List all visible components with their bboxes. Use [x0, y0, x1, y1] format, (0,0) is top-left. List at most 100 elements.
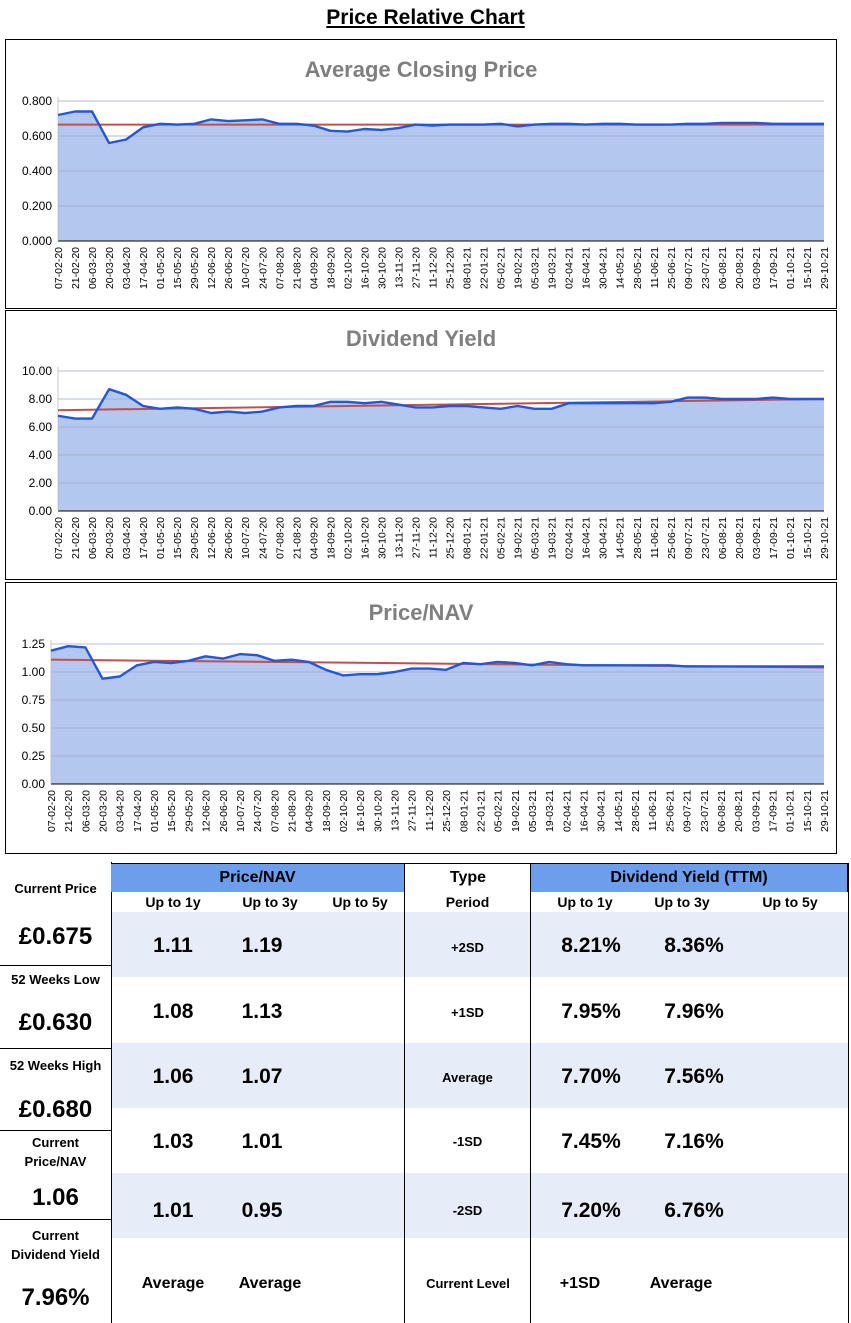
x-tick-label: 22-01-21: [475, 790, 487, 832]
y-tick-label: 0.000: [22, 234, 52, 248]
x-tick-label: 25-12-20: [445, 517, 457, 559]
footer-type: Current Level: [426, 1276, 510, 1291]
x-tick-label: 14-05-21: [615, 517, 627, 559]
divider: [0, 1048, 111, 1049]
x-tick-label: 25-12-20: [445, 247, 457, 289]
x-tick-label: 28-05-21: [630, 790, 642, 832]
x-tick-label: 30-04-21: [596, 790, 608, 832]
x-tick-label: 19-03-21: [544, 790, 556, 832]
pnav-3y-cell: 1.13: [241, 1000, 283, 1023]
header-top-border: [111, 863, 849, 864]
y-tick-label: 1.00: [22, 665, 46, 679]
x-tick-label: 06-03-20: [80, 790, 92, 832]
band-row-1: [111, 912, 849, 977]
x-tick-label: 17-09-21: [768, 790, 780, 832]
chart-price-nav: Price/NAV 0.00 0.25 0.50 0.75 1.00 1.25 07-02-2…: [5, 582, 837, 854]
pnav-1y-cell: 1.03: [152, 1130, 194, 1153]
pnav-3y-cell: 1.01: [241, 1130, 283, 1153]
x-tick-label: 01-10-21: [785, 247, 797, 289]
x-tick-label: 06-08-21: [716, 790, 728, 832]
dy-3y-cell: 6.76%: [664, 1199, 724, 1222]
band-row-5: [111, 1173, 849, 1238]
series-line: [50, 645, 824, 680]
pnav-3y-cell: 1.07: [241, 1065, 283, 1088]
y-tick-label: 0.00: [22, 777, 46, 791]
x-tick-label: 12-06-20: [201, 790, 213, 832]
x-tick-label: 15-10-21: [802, 247, 814, 289]
x-tick-label: 02-10-20: [342, 517, 354, 559]
x-tick-label: 19-03-21: [547, 247, 559, 289]
x-tick-label: 14-05-21: [615, 247, 627, 289]
x-tick-label: 16-04-21: [581, 517, 593, 559]
x-tick-label: 04-09-20: [308, 517, 320, 559]
summary-column: Current Price £0.675 52 Weeks Low £0.630…: [0, 862, 112, 1323]
x-tick-label: 17-09-21: [768, 247, 780, 289]
x-tick-label: 26-06-20: [218, 790, 230, 832]
x-tick-label: 09-07-21: [682, 790, 694, 832]
type-cell: Average: [442, 1070, 493, 1085]
x-tick-label: 16-04-21: [579, 790, 591, 832]
y-tick-label: 8.00: [29, 392, 53, 406]
x-tick-label: 08-01-21: [462, 517, 474, 559]
x-tick-label: 23-07-21: [699, 790, 711, 832]
type-cell: +2SD: [451, 940, 484, 955]
y-tick-label: 0.800: [22, 94, 52, 108]
x-tick-label: 12-06-20: [206, 247, 218, 289]
x-tick-label: 05-03-21: [530, 517, 542, 559]
x-tick-label: 24-07-20: [252, 790, 264, 832]
x-tick-label: 14-05-21: [613, 790, 625, 832]
x-tick-label: 02-04-21: [564, 517, 576, 559]
x-tick-label: 11-06-21: [649, 517, 661, 558]
x-tick-label: 30-10-20: [376, 247, 388, 289]
x-tick-label: 26-06-20: [223, 517, 235, 559]
x-tick-label: 20-08-21: [734, 247, 746, 289]
x-tick-label: 03-04-20: [121, 517, 133, 559]
x-tick-label: 25-12-20: [441, 790, 453, 832]
x-tick-label: 17-04-20: [132, 790, 144, 832]
x-tick-label: 27-11-20: [411, 517, 423, 558]
x-tick-label: 25-06-21: [666, 517, 678, 559]
x-tick-label: 06-03-20: [87, 247, 99, 289]
chart-average-closing-price: Average Closing Price 0.000 0.200 0.400 0.60…: [5, 39, 837, 309]
pnav-3y-cell: 0.95: [241, 1199, 283, 1222]
x-tick-label: 05-02-21: [493, 790, 505, 832]
dy-label-1: Current: [32, 1228, 79, 1243]
x-tick-label: 16-10-20: [359, 517, 371, 559]
pnav-3y-cell: 1.19: [241, 934, 283, 957]
x-tick-label: 23-07-21: [700, 247, 712, 289]
y-tick-label: 6.00: [29, 420, 53, 434]
dy-3y-cell: 7.16%: [664, 1130, 724, 1153]
dy-1y-cell: 7.45%: [561, 1130, 621, 1153]
type-cell: +1SD: [451, 1005, 484, 1020]
x-tick-label: 03-09-21: [751, 247, 763, 289]
sub-dy-3y: Up to 3y: [654, 894, 710, 910]
x-tick-label: 10-07-20: [240, 247, 252, 289]
x-tick-label: 16-04-21: [581, 247, 593, 289]
x-tick-label: 17-09-21: [768, 517, 780, 559]
pnav-label-1: Current: [32, 1135, 79, 1150]
x-tick-label: 19-02-21: [513, 247, 525, 289]
divider: [0, 965, 111, 966]
x-tick-label: 09-07-21: [683, 247, 695, 289]
x-tick-label: 01-10-21: [785, 517, 797, 559]
x-tick-label: 05-02-21: [496, 517, 508, 559]
pnav-1y-cell: 1.08: [152, 1000, 194, 1023]
y-tick-label: 4.00: [29, 448, 53, 462]
x-tick-label: 29-10-21: [819, 790, 831, 832]
x-tick-label: 28-05-21: [632, 247, 644, 289]
x-tick-label: 10-07-20: [240, 517, 252, 559]
sub-pnav-5y: Up to 5y: [332, 894, 388, 910]
type-cell: -1SD: [452, 1134, 483, 1149]
x-tick-label: 21-02-20: [63, 790, 75, 832]
x-tick-label: 05-02-21: [496, 247, 508, 289]
x-tick-label: 29-10-21: [819, 517, 831, 559]
high-label: 52 Weeks High: [9, 1058, 102, 1073]
x-tick-label: 30-10-20: [376, 517, 388, 559]
x-tick-label: 30-04-21: [598, 517, 610, 559]
x-tick-label: 13-11-20: [390, 790, 402, 831]
sub-pnav-3y: Up to 3y: [242, 894, 298, 910]
x-tick-label: 15-05-20: [172, 247, 184, 289]
column-divider: [404, 864, 405, 1323]
x-tick-label: 24-07-20: [257, 247, 269, 289]
y-tick-label: 2.00: [29, 476, 53, 490]
